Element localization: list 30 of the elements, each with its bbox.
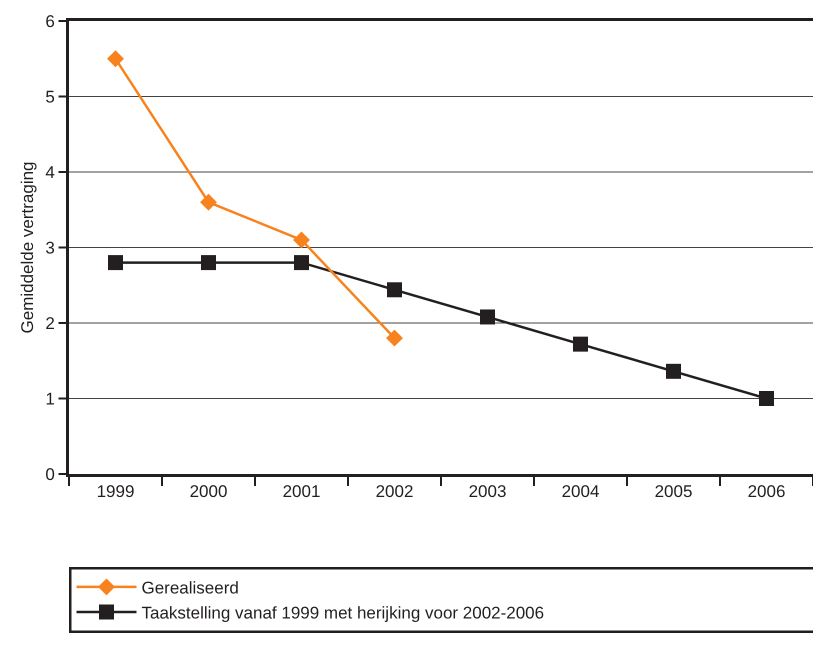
point bbox=[480, 309, 495, 324]
y-tick-label: 6 bbox=[45, 12, 55, 31]
y-tick-label: 3 bbox=[45, 238, 55, 258]
x-tick-label: 2004 bbox=[562, 482, 600, 502]
point bbox=[386, 330, 403, 347]
point bbox=[108, 255, 123, 270]
point bbox=[201, 255, 216, 270]
legend-label: Taakstelling vanaf 1999 met herijking voor 2002-2006 bbox=[142, 604, 544, 623]
point bbox=[293, 232, 310, 248]
legend-label: Gerealiseerd bbox=[142, 578, 239, 598]
point bbox=[666, 364, 681, 379]
x-tick-label: 2005 bbox=[654, 482, 692, 502]
x-tick-label: 2001 bbox=[282, 482, 320, 502]
x-tick-label: 2000 bbox=[190, 482, 228, 502]
point bbox=[294, 255, 309, 270]
y-tick-label: 5 bbox=[45, 87, 55, 106]
point bbox=[200, 194, 217, 211]
x-tick-label: 2003 bbox=[468, 482, 506, 502]
point bbox=[573, 336, 588, 352]
point bbox=[107, 50, 124, 68]
point bbox=[759, 391, 774, 406]
y-tick-label: 2 bbox=[45, 314, 55, 333]
y-tick-label: 4 bbox=[45, 162, 55, 182]
x-tick-label: 2002 bbox=[376, 482, 414, 502]
y-tick-label: 0 bbox=[45, 464, 55, 484]
x-tick-label: 1999 bbox=[96, 482, 134, 502]
point bbox=[387, 282, 402, 298]
y-tick-label: 1 bbox=[45, 389, 55, 408]
x-tick-label: 2006 bbox=[748, 482, 786, 502]
y-axis-title: Gemiddelde vertraging bbox=[18, 162, 37, 334]
